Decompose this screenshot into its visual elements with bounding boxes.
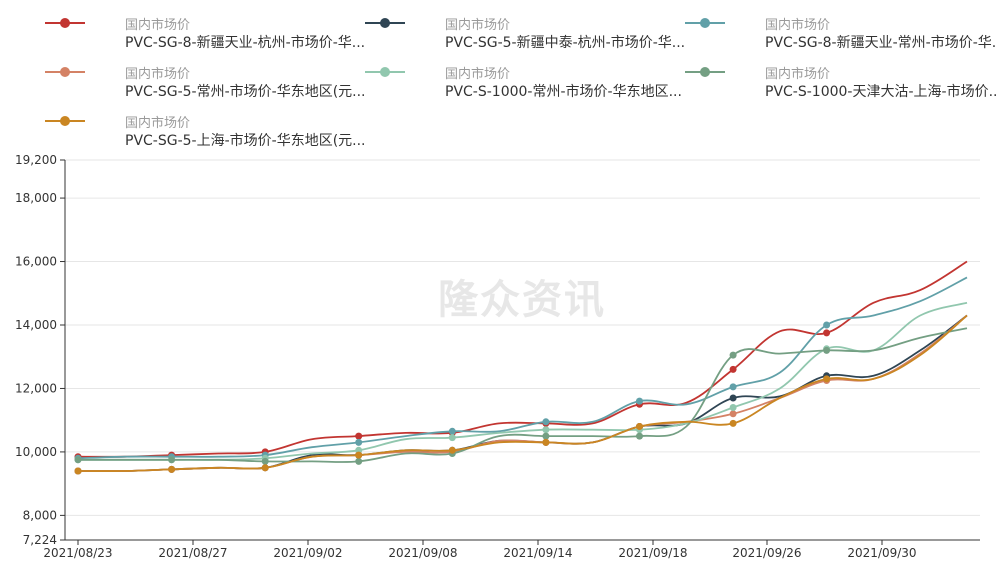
data-point[interactable]	[636, 397, 643, 405]
y-axis: 19,200 18,000 16,000 14,000 12,000 10,000 8,00…	[15, 153, 66, 547]
y-tick-label: 7,224	[23, 533, 57, 547]
y-tick-label: 14,000	[15, 318, 57, 332]
series-line-6	[77, 327, 968, 463]
data-point[interactable]	[448, 434, 456, 442]
x-tick-label: 2021/09/26	[732, 546, 801, 560]
legend-marker-1	[45, 18, 85, 28]
y-tick-label: 16,000	[15, 255, 57, 269]
legend-marker-6	[685, 67, 725, 77]
data-point[interactable]	[74, 456, 82, 464]
legend-marker-2	[365, 18, 405, 28]
legend-group-label: 国内市场价	[765, 18, 831, 33]
legend-series-name: PVC-SG-5-新疆中泰-杭州-市场价-华...	[445, 35, 686, 51]
legend-marker-7	[45, 116, 85, 126]
watermark: 隆众资讯	[438, 277, 606, 323]
data-point[interactable]	[542, 432, 550, 440]
data-point[interactable]	[168, 456, 176, 464]
y-tick-label: 19,200	[15, 153, 57, 167]
legend: 国内市场价 PVC-SG-8-新疆天业-杭州-市场价-华... 国内市场价 PV…	[0, 0, 997, 150]
legend-item-1[interactable]: 国内市场价 PVC-SG-8-新疆天业-杭州-市场价-华...	[45, 6, 365, 51]
legend-series-name: PVC-SG-5-上海-市场价-华东地区(元...	[125, 133, 366, 149]
data-point[interactable]	[636, 432, 643, 440]
data-point[interactable]	[636, 423, 643, 430]
legend-group-label: 国内市场价	[125, 116, 191, 131]
y-tick-label: 18,000	[15, 191, 57, 205]
data-point[interactable]	[448, 446, 456, 454]
series-line-4	[77, 314, 968, 472]
legend-group-label: 国内市场价	[445, 18, 511, 33]
data-point[interactable]	[542, 438, 550, 446]
y-tick-label: 10,000	[15, 445, 57, 459]
legend-marker-5	[365, 67, 405, 77]
data-point[interactable]	[74, 467, 82, 475]
data-point[interactable]	[729, 383, 737, 391]
legend-item-7[interactable]: 国内市场价 PVC-SG-5-上海-市场价-华东地区(元...	[45, 104, 366, 149]
legend-marker-4	[45, 67, 85, 77]
legend-item-3[interactable]: 国内市场价 PVC-SG-8-新疆天业-常州-市场价-华...	[685, 6, 997, 51]
data-point[interactable]	[823, 329, 831, 337]
legend-item-2[interactable]: 国内市场价 PVC-SG-5-新疆中泰-杭州-市场价-华...	[365, 6, 685, 51]
y-tick-label: 12,000	[15, 381, 57, 395]
x-axis: 2021/08/23 2021/08/27 2021/09/02 2021/09/08…	[43, 539, 980, 560]
legend-item-5[interactable]: 国内市场价 PVC-S-1000-常州-市场价-华东地区...	[365, 55, 682, 100]
data-point[interactable]	[355, 451, 363, 459]
data-point[interactable]	[168, 465, 176, 473]
legend-series-name: PVC-S-1000-常州-市场价-华东地区...	[445, 84, 682, 100]
legend-group-label: 国内市场价	[765, 67, 831, 82]
data-point[interactable]	[355, 438, 363, 446]
data-point[interactable]	[261, 457, 269, 465]
series-line-1	[77, 260, 968, 458]
data-point[interactable]	[823, 346, 831, 354]
y-tick-label: 8,000	[23, 508, 57, 522]
data-point[interactable]	[729, 419, 737, 427]
data-point[interactable]	[542, 426, 550, 434]
series-line-2	[77, 314, 968, 472]
data-point[interactable]	[542, 418, 550, 426]
x-tick-label: 2021/08/23	[43, 546, 112, 560]
data-point[interactable]	[729, 351, 737, 359]
data-point[interactable]	[823, 321, 831, 329]
data-point[interactable]	[729, 404, 737, 411]
data-point[interactable]	[355, 432, 363, 440]
data-point[interactable]	[729, 365, 737, 373]
legend-group-label: 国内市场价	[125, 67, 191, 82]
legend-series-name: PVC-SG-8-新疆天业-杭州-市场价-华...	[125, 35, 366, 51]
legend-marker-3	[685, 18, 725, 28]
legend-group-label: 国内市场价	[445, 67, 511, 82]
x-tick-label: 2021/09/02	[273, 546, 342, 560]
series-group	[74, 260, 968, 475]
series-line-7	[77, 314, 968, 472]
series-line-5	[77, 301, 968, 461]
x-tick-label: 2021/08/27	[158, 546, 227, 560]
legend-series-name: PVC-S-1000-天津大沽-上海-市场价...	[765, 84, 997, 100]
x-tick-label: 2021/09/08	[388, 546, 457, 560]
x-tick-label: 2021/09/14	[503, 546, 572, 560]
data-point[interactable]	[729, 410, 737, 418]
legend-group-label: 国内市场价	[125, 18, 191, 33]
x-tick-label: 2021/09/18	[618, 546, 687, 560]
data-point[interactable]	[355, 457, 363, 465]
legend-series-name: PVC-SG-5-常州-市场价-华东地区(元...	[125, 84, 366, 100]
data-point[interactable]	[355, 446, 363, 454]
data-point[interactable]	[823, 375, 831, 383]
legend-series-name: PVC-SG-8-新疆天业-常州-市场价-华...	[765, 35, 997, 51]
legend-item-6[interactable]: 国内市场价 PVC-S-1000-天津大沽-上海-市场价...	[685, 55, 997, 100]
data-point[interactable]	[729, 394, 737, 402]
data-point[interactable]	[448, 427, 456, 435]
series-line-3	[77, 276, 968, 460]
x-tick-label: 2021/09/30	[847, 546, 916, 560]
legend-item-4[interactable]: 国内市场价 PVC-SG-5-常州-市场价-华东地区(元...	[45, 55, 366, 100]
data-point[interactable]	[261, 464, 269, 472]
